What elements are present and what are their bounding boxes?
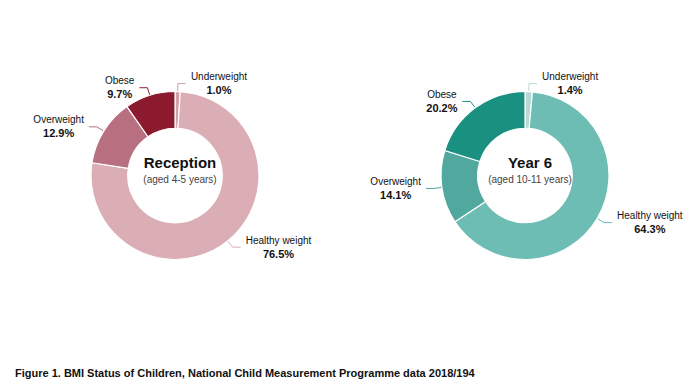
svg-text:Underweight: Underweight	[191, 71, 247, 82]
svg-text:Obese: Obese	[105, 75, 135, 86]
svg-text:(aged 4-5 years): (aged 4-5 years)	[143, 174, 216, 185]
svg-text:Reception: Reception	[144, 154, 217, 171]
svg-text:Overweight: Overweight	[370, 176, 421, 187]
svg-text:(aged 10-11 years): (aged 10-11 years)	[488, 174, 572, 185]
svg-text:1.4%: 1.4%	[558, 84, 583, 96]
svg-text:Healthy weight: Healthy weight	[246, 235, 312, 246]
svg-text:12.9%: 12.9%	[43, 127, 74, 139]
svg-text:76.5%: 76.5%	[263, 248, 294, 260]
svg-text:Obese: Obese	[427, 89, 457, 100]
svg-text:20.2%: 20.2%	[426, 102, 457, 114]
svg-text:Overweight: Overweight	[33, 114, 84, 125]
svg-text:Healthy weight: Healthy weight	[617, 210, 683, 221]
svg-text:Figure 1. BMI Status of Childr: Figure 1. BMI Status of Children, Nation…	[15, 367, 476, 379]
svg-text:Underweight: Underweight	[542, 71, 598, 82]
svg-text:9.7%: 9.7%	[107, 88, 132, 100]
svg-text:1.0%: 1.0%	[206, 84, 231, 96]
svg-text:14.1%: 14.1%	[380, 189, 411, 201]
svg-text:Year 6: Year 6	[508, 154, 552, 171]
svg-text:64.3%: 64.3%	[634, 223, 665, 235]
